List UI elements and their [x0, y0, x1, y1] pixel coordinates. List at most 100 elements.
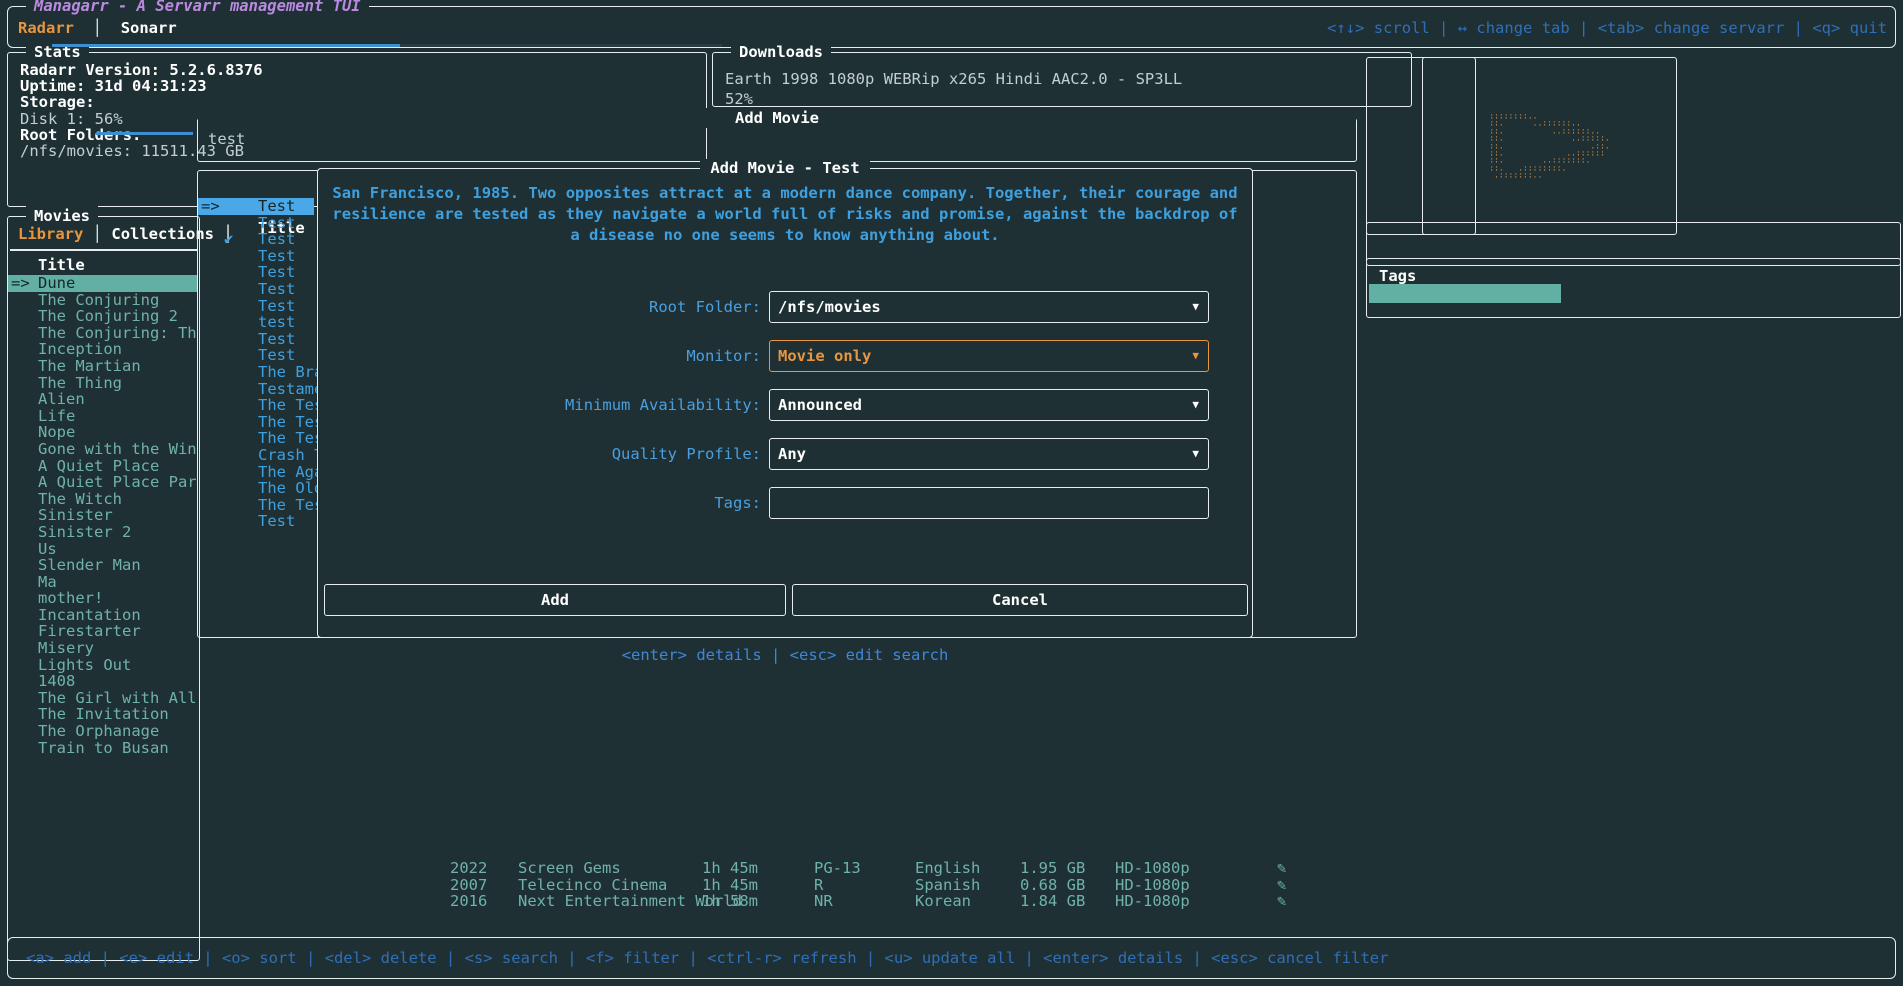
results-list-item[interactable]: Test [198, 297, 1356, 315]
form-field-input[interactable] [769, 487, 1209, 519]
add-button[interactable]: Add [324, 584, 786, 616]
movies-list-item[interactable]: Lights Out [8, 657, 197, 674]
movies-list-item[interactable]: The Conjuring: The De [8, 325, 197, 342]
footer-panel: <a> add | <e> edit | <o> sort | <del> de… [7, 937, 1896, 979]
form-field-label: Minimum Availability: [565, 396, 761, 414]
movies-list-item-label: Misery [38, 640, 94, 657]
movies-list-item[interactable]: The Martian [8, 358, 197, 375]
chevron-down-icon[interactable]: ▼ [1192, 398, 1199, 411]
results-list-item[interactable]: test [198, 314, 1356, 331]
chevron-down-icon[interactable]: ▼ [1192, 447, 1199, 460]
chevron-down-icon[interactable]: ▼ [1192, 349, 1199, 362]
search-input[interactable]: test [208, 130, 246, 148]
movies-list-item[interactable]: Nope [8, 424, 197, 441]
movies-list-item[interactable]: Sinister [8, 507, 197, 524]
tab-collections[interactable]: Collections [111, 225, 215, 243]
pencil-icon[interactable]: ✎ [1277, 892, 1287, 911]
movies-list-item-label: mother! [38, 590, 104, 607]
movies-list-item[interactable]: The Thing [8, 375, 197, 392]
movies-panel-title: Movies [26, 206, 98, 226]
form-field-input[interactable]: /nfs/movies ▼ [769, 291, 1209, 323]
results-list-item[interactable]: The Old [198, 480, 1356, 497]
movies-list-item[interactable]: The Orphanage [8, 723, 197, 740]
chevron-down-icon[interactable]: ▼ [1192, 300, 1199, 313]
movies-list-item[interactable]: 1408 [8, 673, 197, 690]
results-list-item[interactable]: Test [198, 347, 1356, 364]
results-list-item-label: Testamen [258, 379, 333, 398]
form-field-value: Announced [778, 396, 862, 414]
movies-list-item-label: Life [38, 407, 76, 425]
form-field-label: Monitor: [686, 347, 761, 365]
movies-list-item[interactable]: The Girl with All the [8, 690, 197, 707]
tab-library[interactable]: Library [18, 225, 84, 243]
table-cell-year: 2007 [450, 875, 488, 894]
movies-list-item[interactable]: Incantation [8, 607, 197, 624]
movies-list-item[interactable]: Alien [8, 391, 197, 408]
movies-list-item[interactable]: Inception [8, 341, 197, 358]
movies-list-item[interactable]: Us [8, 541, 197, 558]
movies-list-item-label: Lights Out [38, 656, 132, 674]
table-row[interactable]: 2016 Next Entertainment World 1h 58m NR Kore… [450, 893, 1550, 910]
table-cell-runtime: 1h 45m [702, 875, 758, 894]
movies-list-item[interactable]: The Witch [8, 491, 197, 508]
movies-list-item[interactable]: Gone with the Wind [8, 441, 197, 458]
movies-list-item-label: The Conjuring 2 [38, 308, 178, 325]
tags-selection-highlight[interactable] [1369, 284, 1561, 303]
movies-list-item[interactable]: The Conjuring [8, 292, 197, 309]
results-list-item[interactable]: Test [198, 281, 1356, 298]
results-list-item[interactable]: Test [198, 248, 1356, 265]
results-list-item[interactable]: ✔ Test [198, 231, 1356, 248]
tab-divider: │ [92, 19, 103, 37]
pencil-icon[interactable]: ✎ [1277, 859, 1287, 877]
selection-arrow-icon: => [201, 197, 220, 215]
movies-list-item-label: The Conjuring: The De [38, 324, 197, 342]
results-list-item[interactable]: Test [198, 331, 1356, 348]
movies-list-item[interactable]: Sinister 2 [8, 524, 197, 541]
table-cell-language: Spanish [915, 875, 981, 894]
pencil-icon[interactable]: ✎ [1277, 875, 1287, 894]
movies-list-item[interactable]: => Dune [8, 275, 197, 292]
stats-version-row: Radarr Version: 5.2.6.8376 [20, 60, 263, 80]
movies-list-item[interactable]: Life [8, 408, 197, 425]
checkmark-icon[interactable]: ✔ [224, 230, 234, 249]
movies-list-item-label: Us [38, 540, 57, 558]
table-row[interactable]: 2022 Screen Gems 1h 45m PG-13 English 1.95 GB… [450, 860, 1550, 877]
table-cell-year: 2016 [450, 892, 488, 911]
cancel-button[interactable]: Cancel [792, 584, 1248, 616]
form-field-input[interactable]: Any ▼ [769, 438, 1209, 470]
movies-list[interactable]: => Dune The Conjuring The Conjuring 2 The Co… [8, 275, 197, 756]
table-cell-studio: Next Entertainment World [518, 892, 742, 911]
table-row[interactable]: 2007 Telecinco Cinema 1h 45m R Spanish 0.68 G… [450, 875, 1550, 894]
movies-list-item-label: Inception [38, 341, 122, 358]
modal-hints: <enter> details | <esc> edit search [621, 646, 949, 664]
results-list-item[interactable]: Testamen [198, 379, 1356, 398]
movies-list-item[interactable]: Firestarter [8, 623, 197, 640]
table-cell-quality: HD-1080p [1115, 875, 1190, 894]
movies-list-item[interactable]: Ma [8, 574, 197, 591]
tab-sonarr[interactable]: Sonarr [120, 19, 177, 37]
results-list-item[interactable]: => Test [198, 198, 314, 215]
table-cell-rating: NR [814, 892, 833, 911]
form-field-input[interactable]: Announced ▼ [769, 389, 1209, 421]
form-field-quality-profile: Quality Profile: Any ▼ [318, 438, 1252, 470]
movies-list-item-label: Train to Busan [38, 739, 169, 757]
form-field-monitor: Monitor: Movie only ▼ [318, 340, 1252, 372]
tab-radarr[interactable]: Radarr [18, 19, 74, 37]
stats-version-value: 5.2.6.8376 [159, 61, 263, 79]
movies-list-item[interactable]: The Invitation [8, 706, 197, 723]
movies-list-item[interactable]: Train to Busan [8, 740, 197, 757]
movies-list-item-label: The Martian [38, 357, 141, 375]
movies-list-item[interactable]: The Conjuring 2 [8, 308, 197, 325]
stats-rootfolders-key: Root Folders: [20, 126, 142, 144]
movies-list-item[interactable]: Misery [8, 640, 197, 657]
tags-panel: Tags [1366, 258, 1901, 318]
movies-list-item[interactable]: A Quiet Place [8, 458, 197, 475]
results-list-item[interactable]: Test [198, 264, 1356, 281]
form-field-input[interactable]: Movie only ▼ [769, 340, 1209, 372]
movies-list-item-label: Slender Man [38, 557, 141, 574]
movies-list-item[interactable]: Slender Man [8, 557, 197, 574]
results-list-item[interactable]: Test [198, 214, 1356, 232]
results-list-item[interactable]: Test [198, 513, 1356, 530]
movies-list-item[interactable]: mother! [8, 590, 197, 607]
movies-list-item[interactable]: A Quiet Place Part II [8, 474, 197, 491]
